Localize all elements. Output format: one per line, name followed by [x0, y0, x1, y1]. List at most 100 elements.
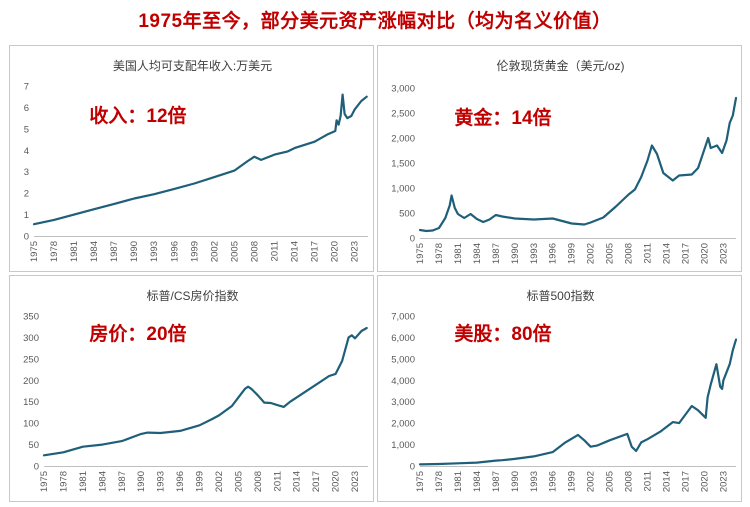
y-tick-label: 4 — [24, 146, 29, 157]
annotation-house-price: 房价：20倍 — [89, 322, 186, 345]
y-tick-label: 2,500 — [391, 109, 415, 120]
x-tick-label: 2011 — [643, 243, 654, 263]
x-tick-label: 1993 — [149, 241, 160, 262]
chart-title-sp500: 标普500指数 — [526, 288, 594, 303]
x-tick-label: 2008 — [624, 471, 635, 492]
x-tick-label: 2023 — [350, 471, 361, 492]
y-tick-label: 2,000 — [391, 134, 415, 145]
chart-gold: 伦敦现货黄金（美元/oz) 0 500 1,000 1,500 2,000 2,500 3,0… — [391, 58, 738, 264]
chart-title-income: 美国人均可支配年收入:万美元 — [113, 59, 272, 73]
x-tick-label: 1975 — [39, 471, 50, 492]
x-tick-label: 1984 — [472, 243, 483, 264]
x-tick-label: 1996 — [169, 241, 180, 262]
y-tick-label: 1,000 — [391, 440, 415, 451]
chart-panel-sp500: 标普500指数 0 1,000 2,000 3,000 4,000 5,000 6,000 7,… — [377, 275, 742, 502]
x-tick-label: 1999 — [189, 241, 200, 262]
x-tick-label: 2011 — [269, 241, 280, 261]
x-tick-label: 1993 — [529, 471, 540, 492]
x-tick-label: 1984 — [97, 471, 108, 492]
x-tick-label: 1990 — [129, 241, 140, 262]
x-tick-label: 1981 — [69, 241, 80, 262]
x-tick-label: 1999 — [567, 471, 578, 492]
x-tick-label: 2017 — [680, 243, 691, 264]
x-tick-label: 1984 — [472, 471, 483, 492]
x-tick-label: 2023 — [718, 471, 729, 492]
x-tick-label: 2017 — [310, 241, 321, 262]
x-tick-label: 2011 — [643, 471, 654, 491]
y-tick-label: 5 — [24, 124, 29, 135]
x-tick-label: 1978 — [58, 471, 69, 492]
x-tick-label: 2014 — [661, 471, 672, 492]
x-tick-label: 1990 — [510, 471, 521, 492]
y-tick-label: 100 — [23, 419, 39, 430]
annotation-gold: 黄金：14倍 — [454, 106, 551, 129]
x-tick-label: 1978 — [49, 241, 60, 262]
y-tick-label: 1,500 — [391, 159, 415, 170]
x-tick-label: 2002 — [586, 471, 597, 492]
y-tick-label: 150 — [23, 397, 39, 408]
x-tick-label: 2014 — [661, 243, 672, 264]
x-tick-label: 1993 — [156, 471, 167, 492]
x-tick-label: 2005 — [229, 241, 240, 262]
x-tick-label: 2014 — [292, 471, 303, 492]
x-tick-label: 1987 — [491, 471, 502, 492]
x-tick-label: 1987 — [109, 241, 120, 262]
x-tick-label: 1978 — [434, 471, 445, 492]
chart-house-price: 标普/CS房价指数 0 50 100 150 200 250 300 350 1975 1978 19… — [23, 288, 368, 492]
x-tick-label: 1975 — [415, 243, 426, 264]
x-tick-label: 1996 — [548, 471, 559, 492]
y-tick-label: 0 — [24, 232, 29, 243]
x-tick-label: 2011 — [272, 471, 283, 491]
y-tick-label: 2,000 — [391, 419, 415, 430]
x-tick-label: 2005 — [233, 471, 244, 492]
series-line-income — [32, 93, 368, 226]
y-tick-label: 500 — [399, 209, 415, 220]
x-tick-label: 1978 — [434, 243, 445, 264]
x-tick-label: 2008 — [624, 243, 635, 264]
y-tick-label: 5,000 — [391, 354, 415, 365]
x-tick-label: 2002 — [214, 471, 225, 492]
x-tick-label: 2017 — [311, 471, 322, 492]
x-tick-label: 2014 — [290, 241, 301, 262]
x-tick-label: 1999 — [567, 243, 578, 264]
y-tick-label: 6,000 — [391, 333, 415, 344]
x-tick-label: 2005 — [605, 243, 616, 264]
x-tick-label: 1975 — [29, 241, 40, 262]
y-tick-label: 0 — [410, 462, 415, 473]
y-tick-label: 3,000 — [391, 397, 415, 408]
series-line-gold — [418, 96, 738, 233]
x-tick-label: 1981 — [453, 243, 464, 264]
x-tick-label: 1984 — [89, 241, 100, 262]
x-tick-label: 1981 — [78, 471, 89, 492]
chart-income: 美国人均可支配年收入:万美元 0 1 2 3 4 5 6 7 1975 1978 1981 1984 19… — [24, 59, 368, 262]
x-tick-label: 2008 — [249, 241, 260, 262]
y-tick-label: 7 — [24, 82, 29, 93]
x-tick-label: 2020 — [330, 241, 341, 262]
chart-panel-gold: 伦敦现货黄金（美元/oz) 0 500 1,000 1,500 2,000 2,500 3,0… — [377, 45, 742, 272]
x-tick-label: 1999 — [195, 471, 206, 492]
y-tick-label: 50 — [28, 440, 39, 451]
x-tick-label: 2023 — [718, 243, 729, 264]
x-tick-label: 2008 — [253, 471, 264, 492]
x-tick-label: 1975 — [415, 471, 426, 492]
x-tick-label: 1990 — [136, 471, 147, 492]
y-tick-label: 4,000 — [391, 376, 415, 387]
annotation-income: 收入：12倍 — [89, 104, 186, 127]
y-tick-label: 3,000 — [391, 84, 415, 95]
chart-title-gold: 伦敦现货黄金（美元/oz) — [496, 58, 624, 73]
y-tick-label: 0 — [410, 234, 415, 245]
x-tick-label: 1987 — [117, 471, 128, 492]
x-tick-label: 1996 — [548, 243, 559, 264]
x-tick-label: 1993 — [529, 243, 540, 264]
x-tick-label: 2005 — [605, 471, 616, 492]
x-tick-label: 2017 — [680, 471, 691, 492]
x-tick-label: 2023 — [350, 241, 361, 262]
chart-panel-house-price: 标普/CS房价指数 0 50 100 150 200 250 300 350 1975 1978 19… — [9, 275, 374, 502]
series-line-sp500 — [418, 338, 738, 466]
y-tick-label: 3 — [24, 167, 29, 178]
y-tick-label: 250 — [23, 354, 39, 365]
x-tick-label: 1990 — [510, 243, 521, 264]
x-tick-label: 2002 — [209, 241, 220, 262]
y-tick-label: 1 — [24, 210, 29, 221]
annotation-sp500: 美股：80倍 — [454, 322, 551, 345]
